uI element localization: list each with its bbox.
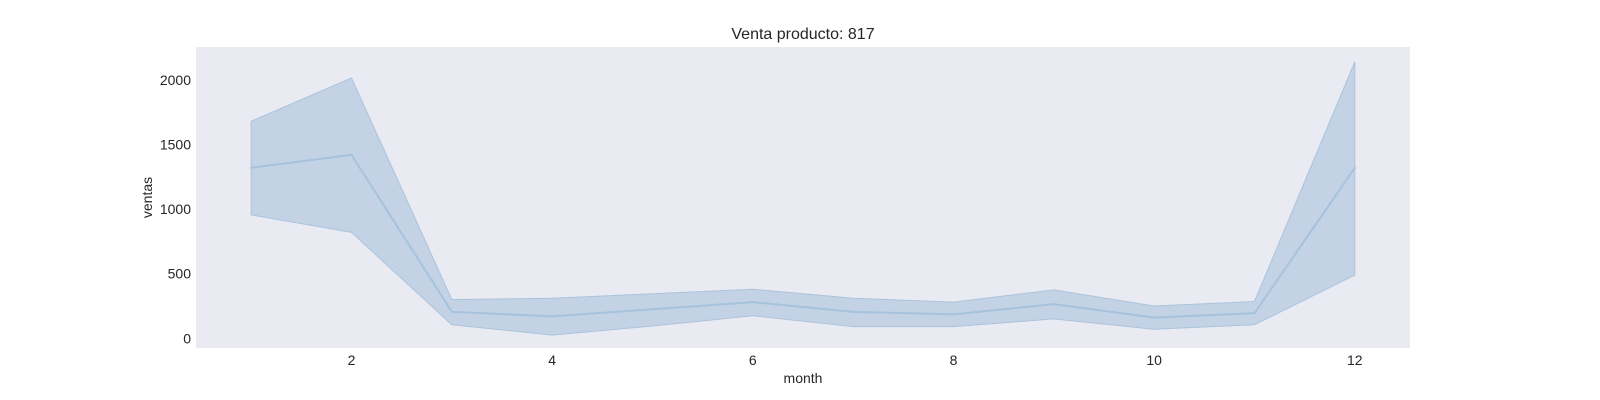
y-axis-label: ventas	[139, 177, 155, 218]
x-tick-label: 10	[1146, 352, 1162, 368]
data-point	[852, 310, 855, 313]
y-axis-ticks: 0 500 1000 1500 2000	[160, 72, 191, 346]
data-point	[651, 308, 654, 311]
confidence-band	[250, 61, 1356, 336]
data-point	[1253, 312, 1256, 315]
y-tick-label: 1000	[160, 201, 191, 217]
x-tick-label: 8	[950, 352, 958, 368]
data-point	[952, 313, 955, 316]
series-line	[251, 153, 1356, 319]
x-tick-label: 4	[548, 352, 556, 368]
data-point	[250, 166, 253, 169]
x-tick-label: 12	[1347, 352, 1363, 368]
y-tick-label: 500	[168, 266, 192, 282]
data-point	[450, 310, 453, 313]
data-point	[751, 301, 754, 304]
y-tick-label: 1500	[160, 137, 191, 153]
data-point	[1052, 303, 1055, 306]
series-line-layer	[250, 153, 1356, 319]
data-point	[1353, 166, 1356, 169]
y-tick-label: 0	[183, 330, 191, 346]
data-point	[551, 315, 554, 318]
x-tick-label: 2	[348, 352, 356, 368]
x-tick-label: 6	[749, 352, 757, 368]
chart-title: Venta producto: 817	[731, 26, 874, 43]
confidence-band-layer	[250, 61, 1356, 336]
x-axis-ticks: 2 4 6 8 10 12	[348, 352, 1363, 368]
y-tick-label: 2000	[160, 72, 191, 88]
x-axis-label: month	[784, 370, 823, 386]
data-point	[350, 153, 353, 156]
data-point	[1153, 316, 1156, 319]
